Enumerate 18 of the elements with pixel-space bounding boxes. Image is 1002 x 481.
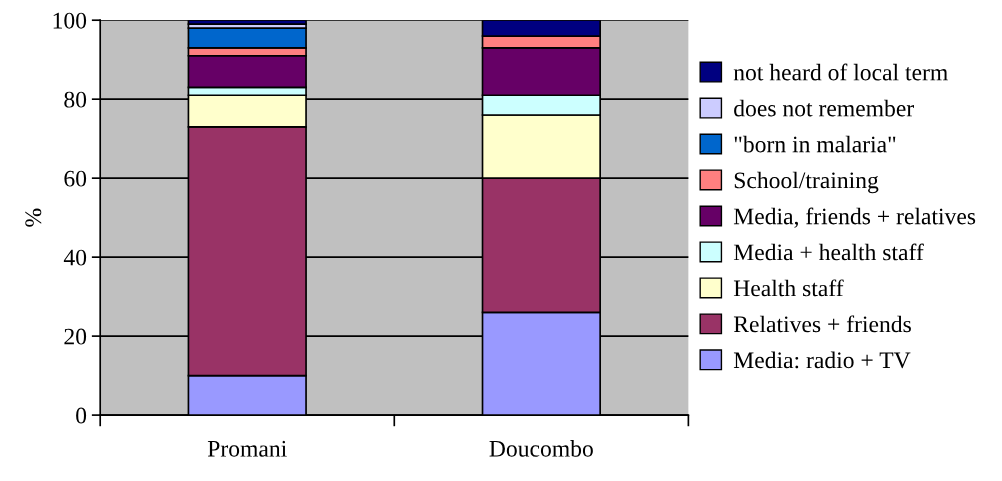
y-tick-label: 20	[64, 328, 87, 345]
legend-label: School/training	[734, 171, 879, 194]
x-tick-label: Promani	[207, 440, 287, 457]
y-tick-label: 40	[63, 249, 87, 266]
legend-label: Relatives + friends	[733, 315, 911, 333]
legend-label: Media + health staff	[733, 243, 924, 261]
legend-label: does not remember	[734, 99, 914, 117]
y-tick-label: 60	[64, 170, 87, 187]
legend-label: Health staff	[733, 279, 844, 297]
legend-label: "born in malaria"	[734, 135, 896, 153]
legend-label: Media: radio + TV	[733, 351, 911, 369]
legend-label: Media, friends + relatives	[733, 207, 976, 228]
y-axis-title: %	[25, 208, 42, 227]
y-tick-label: 100	[53, 12, 87, 29]
y-tick-label: 80	[64, 91, 87, 108]
x-tick-label: Doucombo	[489, 440, 593, 457]
y-tick-label: 0	[76, 407, 87, 424]
legend-label: not heard of local term	[733, 63, 948, 81]
